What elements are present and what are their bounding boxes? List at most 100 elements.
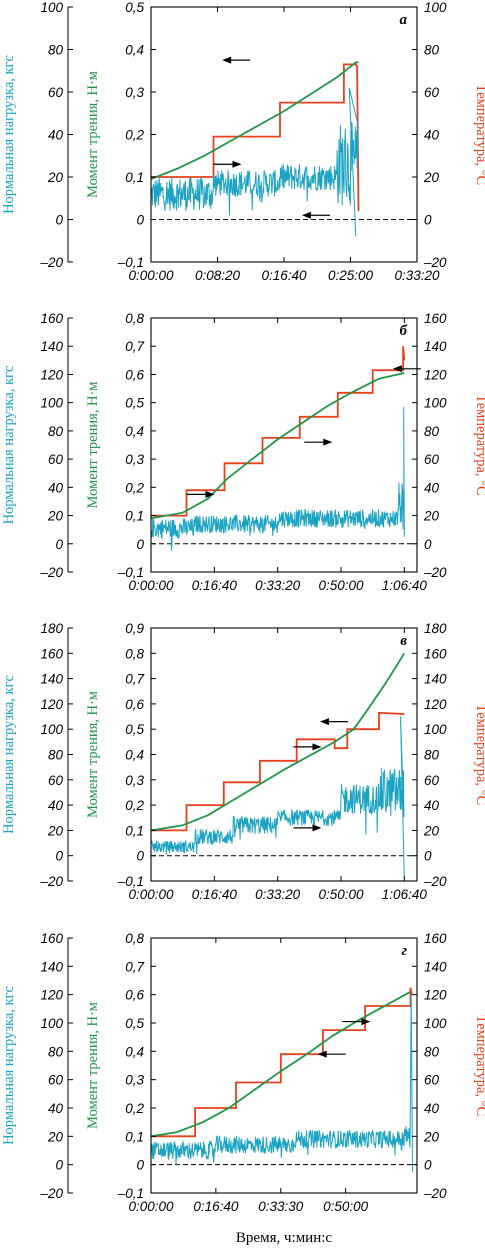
load-tick-label: 20 — [47, 1129, 64, 1144]
temperature-series-line — [151, 63, 360, 212]
temp-tick-label: 180 — [424, 621, 447, 636]
panel-letter: в — [400, 633, 407, 649]
x-tick-label: 0:00:00 — [128, 887, 174, 902]
temp-tick-label: 100 — [424, 0, 447, 15]
temp-tick-label: 120 — [424, 697, 447, 712]
temp-tick-label: 40 — [424, 128, 440, 143]
x-tick-label: 0:16:40 — [261, 268, 307, 283]
chart-panel-1: а0:00:00 0:08:20 0:16:40 0:25:00 0:33:20–200… — [1, 0, 485, 283]
axis-arrow-right — [293, 824, 322, 832]
x-tick-label: 0:16:40 — [192, 887, 238, 902]
temp-tick-label: 20 — [423, 509, 440, 524]
torque-tick-label: 0,3 — [125, 85, 144, 100]
load-tick-label: 60 — [48, 85, 64, 100]
load-tick-label: 20 — [47, 823, 64, 838]
torque-tick-label: 0,2 — [125, 128, 144, 143]
load-tick-label: 120 — [40, 988, 63, 1003]
temperature-series-line — [151, 346, 406, 517]
panel-letter: г — [401, 943, 407, 959]
load-tick-label: 140 — [40, 672, 63, 687]
load-tick-label: 80 — [48, 748, 64, 763]
torque-series-line — [151, 372, 405, 520]
torque-tick-label: 0,7 — [125, 959, 144, 974]
load-tick-label: 0 — [55, 213, 63, 228]
temp-tick-label: 20 — [423, 823, 440, 838]
temp-tick-label: 20 — [423, 170, 440, 185]
load-tick-label: 140 — [40, 959, 63, 974]
torque-tick-label: 0 — [136, 1158, 144, 1173]
x-axis-title: Время, ч:мин:с — [236, 1230, 332, 1246]
x-tick-label: 1:06:40 — [382, 578, 428, 593]
load-tick-label: –20 — [39, 1186, 63, 1201]
axis-arrow-left — [320, 718, 348, 726]
temperature-series-line — [151, 987, 413, 1138]
chart-panel-4: г 0:00:00 0:16:40 0:33:30 0:50:00 –20 0 20 40 60 8… — [1, 931, 485, 1214]
load-series-line — [151, 716, 405, 879]
torque-tick-label: 0,7 — [125, 672, 144, 687]
temp-tick-label: 60 — [424, 1073, 440, 1088]
torque-tick-label: –0,1 — [117, 1186, 144, 1201]
torque-tick-label: 0,3 — [125, 1073, 144, 1088]
torque-tick-label: 0,5 — [125, 0, 144, 15]
load-tick-label: 40 — [48, 480, 64, 495]
torque-tick-label: 0,3 — [125, 452, 144, 467]
torque-tick-label: 0,2 — [125, 1101, 144, 1116]
temp-tick-label: –20 — [423, 1186, 447, 1201]
load-tick-label: –20 — [39, 874, 63, 889]
load-axis-title: Нормальная нагрузка, кгс — [1, 675, 17, 834]
load-series-line — [151, 994, 413, 1172]
torque-tick-label: –0,1 — [117, 255, 144, 270]
temp-tick-label: 20 — [423, 1129, 440, 1144]
torque-series-line — [151, 652, 406, 832]
temp-tick-label: –20 — [423, 874, 447, 889]
load-tick-label: 120 — [40, 367, 63, 382]
x-tick-label: 0:50:00 — [318, 887, 364, 902]
temp-tick-label: –20 — [423, 255, 447, 270]
torque-axis-title: Момент трения, Н·м — [85, 1002, 101, 1129]
torque-tick-label: 0,1 — [125, 1129, 144, 1144]
temp-tick-label: 60 — [424, 452, 440, 467]
torque-tick-label: 0,8 — [125, 646, 144, 661]
plot-area — [151, 346, 406, 551]
x-tick-label: 0:25:00 — [328, 268, 374, 283]
temp-tick-label: 80 — [424, 1044, 440, 1059]
load-series-line — [151, 87, 359, 237]
axis-arrow-left — [317, 1050, 346, 1058]
chart-panel-2: б0:00:00 0:16:40 0:33:20 0:50:00 1:06:40–200… — [1, 311, 485, 593]
load-tick-label: 0 — [55, 849, 63, 864]
load-axis-title: Нормальная нагрузка, кгс — [1, 55, 17, 214]
torque-axis-title: Момент трения, Н·м — [85, 71, 101, 198]
temp-tick-label: 140 — [424, 672, 447, 687]
load-tick-label: 80 — [48, 43, 64, 58]
load-tick-label: 140 — [40, 339, 63, 354]
temperature-axis-title: Температура, °C — [473, 394, 485, 495]
torque-tick-label: 0,5 — [125, 396, 144, 411]
panel-letter: а — [400, 12, 408, 28]
temp-tick-label: 60 — [424, 773, 440, 788]
torque-tick-label: 0,7 — [125, 339, 144, 354]
temp-tick-label: 160 — [424, 646, 447, 661]
x-tick-label: 0:16:40 — [192, 578, 238, 593]
temp-tick-label: 100 — [424, 1016, 447, 1031]
torque-tick-label: 0,6 — [125, 697, 144, 712]
x-tick-label: 0:00:00 — [128, 578, 174, 593]
chart-panel-3: в0:00:00 0:16:40 0:33:20 0:50:00 1:06:40–200… — [1, 621, 485, 902]
panel-letter: б — [400, 323, 408, 339]
torque-tick-label: 0,8 — [125, 311, 144, 326]
temp-tick-label: 0 — [424, 1158, 432, 1173]
load-tick-label: 40 — [48, 128, 64, 143]
load-tick-label: 0 — [55, 537, 63, 552]
load-tick-label: –20 — [39, 565, 63, 580]
load-tick-label: 20 — [47, 509, 64, 524]
load-tick-label: 60 — [48, 773, 64, 788]
torque-tick-label: 0 — [136, 849, 144, 864]
temperature-series-line — [151, 711, 405, 832]
torque-series-line — [151, 991, 411, 1138]
temp-tick-label: 160 — [424, 311, 447, 326]
x-tick-label: 0:00:00 — [128, 1199, 174, 1214]
torque-tick-label: 0,4 — [125, 43, 144, 58]
x-tick-label: 0:33:30 — [258, 1199, 304, 1214]
temp-tick-label: 100 — [424, 396, 447, 411]
torque-tick-label: –0,1 — [117, 565, 144, 580]
temp-tick-label: 0 — [424, 849, 432, 864]
